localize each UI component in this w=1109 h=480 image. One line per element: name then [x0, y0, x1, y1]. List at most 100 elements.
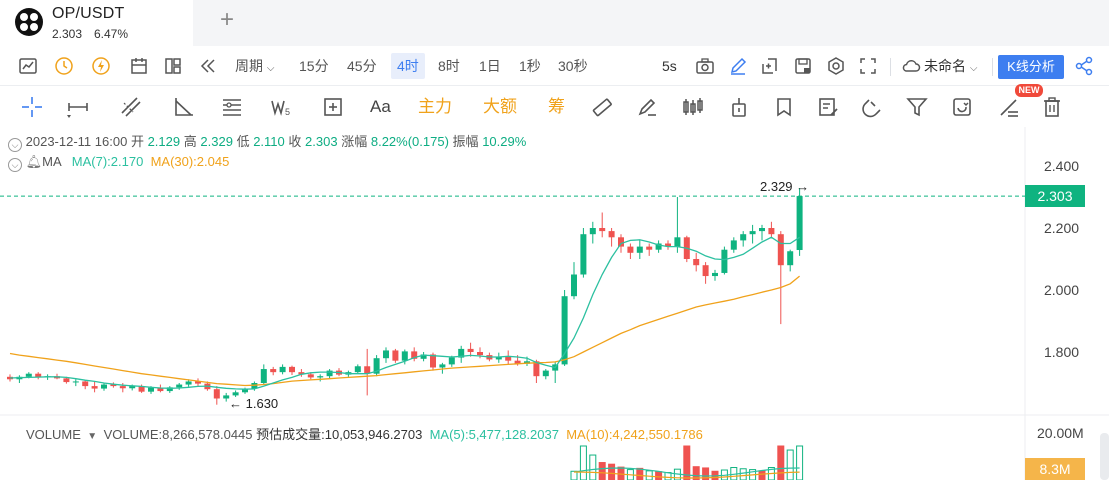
magnet-icon[interactable] [861, 95, 885, 119]
candle-body [524, 361, 530, 364]
filter-icon[interactable] [905, 95, 929, 119]
indicator-large-amount[interactable]: 大额 [483, 97, 517, 116]
pencil-icon[interactable] [727, 55, 749, 77]
history-icon[interactable] [53, 55, 75, 77]
volume-axis-max: 20.00M [1037, 425, 1084, 441]
interval-30s[interactable]: 30秒 [558, 58, 588, 74]
interval-45m[interactable]: 45分 [347, 58, 377, 74]
main-toolbar: 周期 ⌵ 15分 45分 4时 8时 1日 1秒 30秒 5s 未命名 ⌵ [0, 46, 1109, 86]
fibonacci-icon[interactable] [220, 95, 244, 119]
volume-bar [683, 445, 691, 480]
candle-body [420, 354, 427, 359]
delete-drawings-icon[interactable] [1040, 95, 1064, 119]
sync-drawings-icon[interactable] [950, 95, 974, 119]
interval-4h[interactable]: 4时 [391, 53, 425, 79]
candle-body [401, 351, 408, 361]
add-tab-button[interactable]: + [219, 6, 234, 33]
interval-15m[interactable]: 15分 [299, 58, 329, 74]
layout-icon[interactable] [162, 55, 184, 77]
candle-body [25, 373, 32, 377]
scrollbar[interactable] [1100, 433, 1109, 480]
text-tool[interactable]: Aa [370, 97, 391, 116]
export-icon[interactable] [759, 55, 781, 77]
indicator-chips[interactable]: 筹 [548, 97, 565, 116]
candle-body [768, 228, 775, 235]
candle-body [477, 352, 483, 356]
candle-body [289, 366, 295, 373]
candle-body [533, 361, 540, 377]
symbol-tab[interactable]: OP/USDT 2.303 6.47% [0, 0, 193, 46]
flash-icon[interactable] [90, 55, 112, 77]
candle-body [721, 249, 728, 273]
candle-body [571, 274, 577, 297]
layout-name-selector[interactable]: 未命名 ⌵ [924, 55, 977, 77]
bookmark-icon[interactable] [772, 95, 796, 119]
measure-box-icon[interactable] [321, 95, 345, 119]
interval-1s[interactable]: 1秒 [519, 58, 541, 74]
kline-analysis-button[interactable]: K线分析 [998, 55, 1064, 79]
collapse-icon[interactable]: ⌵ [8, 138, 22, 152]
candle-body [157, 387, 164, 392]
fullscreen-icon[interactable] [857, 55, 879, 77]
volume-bar [777, 445, 785, 480]
open-label: 开 [130, 134, 144, 149]
candle-body [307, 374, 314, 378]
crosshair-icon[interactable] [20, 95, 44, 119]
current-price-label: 2.303 [1025, 185, 1085, 207]
interval-8h[interactable]: 8时 [438, 58, 460, 74]
calendar-icon[interactable] [128, 55, 150, 77]
brush-icon[interactable] [635, 95, 659, 119]
horizontal-line-icon[interactable] [66, 95, 90, 119]
candle-body [82, 381, 89, 387]
candle-body [110, 384, 117, 387]
volume-bar [570, 470, 578, 480]
parallel-channel-icon[interactable] [119, 95, 143, 119]
replay-icon[interactable] [197, 55, 219, 77]
candle-body [279, 366, 286, 373]
volume-bar [645, 470, 653, 480]
op-logo-icon [15, 8, 43, 36]
ma7-line [9, 236, 800, 390]
ruler-icon[interactable] [590, 95, 614, 119]
candlestick-icon[interactable] [681, 95, 705, 119]
chart-type-icon[interactable] [17, 55, 39, 77]
candle-body [740, 234, 747, 241]
cloud-icon[interactable] [900, 55, 922, 77]
candle-body [646, 246, 653, 250]
camera-icon[interactable] [694, 55, 716, 77]
candle-body [777, 234, 784, 266]
signal-tool-icon[interactable] [997, 95, 1021, 119]
volume-bar [589, 454, 597, 480]
share-icon[interactable] [1073, 55, 1095, 77]
ma30-line [9, 275, 801, 387]
chevron-down-icon: ⌵ [969, 63, 978, 74]
max-price-marker: 2.329 → [760, 179, 810, 194]
low-label: 低 [236, 134, 250, 149]
note-edit-icon[interactable] [816, 95, 840, 119]
lock-icon[interactable] [727, 95, 751, 119]
candle-body [636, 246, 643, 253]
candle-body [674, 237, 681, 247]
speed-selector[interactable]: 5s [662, 58, 677, 74]
period-selector[interactable]: 周期 ⌵ [235, 55, 274, 77]
wave-pattern-icon[interactable]: 5 [270, 95, 294, 119]
price-chart[interactable]: ⌵ 2023-12-11 16:00 开 2.129 高 2.329 低 2.1… [0, 127, 1109, 480]
candle-body [317, 376, 324, 378]
alert-bell-icon[interactable]: 🔔︎ [25, 154, 43, 169]
indicator-main-force[interactable]: 主力 [418, 97, 452, 116]
settings-icon[interactable] [825, 55, 847, 77]
save-icon[interactable] [792, 55, 814, 77]
interval-1d[interactable]: 1日 [479, 58, 501, 74]
volume-dropdown-icon[interactable]: ▼ [84, 431, 100, 442]
candle-body [326, 370, 333, 377]
candle-body [439, 364, 446, 368]
chart-canvas[interactable] [0, 127, 1109, 480]
candle-body [665, 243, 671, 247]
candle-body [270, 369, 277, 373]
candle-datetime: 2023-12-11 16:00 [25, 134, 128, 149]
collapse-icon[interactable]: ⌵ [8, 158, 22, 172]
angle-tool-icon[interactable] [172, 95, 196, 119]
candle-body [589, 228, 596, 235]
candle-body [580, 234, 587, 275]
candle-body [35, 373, 42, 378]
